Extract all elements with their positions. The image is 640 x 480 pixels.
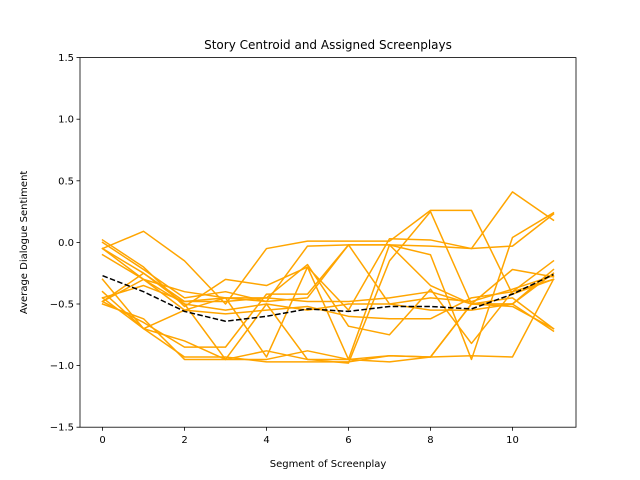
screenplay-line-14	[101, 247, 555, 311]
x-axis: 0 2 4 6 8 10	[99, 427, 519, 446]
y-tick-label: 1.0	[58, 115, 74, 126]
screenplay-line-6	[101, 259, 555, 345]
x-tick-label: 8	[427, 435, 433, 446]
y-tick-label: 0.0	[58, 238, 74, 249]
x-tick-label: 4	[263, 435, 269, 446]
screenplay-line-10	[101, 244, 555, 348]
y-tick-label: −1.5	[50, 423, 74, 434]
y-tick-label: 1.5	[58, 53, 74, 64]
y-tick-label: 0.5	[58, 176, 74, 187]
x-tick-label: 0	[99, 435, 105, 446]
chart-title: Story Centroid and Assigned Screenplays	[204, 38, 452, 52]
y-tick-label: −0.5	[50, 300, 74, 311]
y-tick-label: −1.0	[50, 361, 74, 372]
centroid-line	[102, 273, 554, 322]
screenplay-line-11	[101, 241, 555, 305]
screenplay-line-13	[101, 284, 555, 330]
x-tick-label: 10	[506, 435, 519, 446]
x-tick-label: 2	[181, 435, 187, 446]
screenplay-line-8	[101, 278, 555, 363]
x-tick-label: 6	[345, 435, 351, 446]
y-axis-label: Average Dialogue Sentiment	[19, 171, 30, 315]
screenplay-line-3	[101, 213, 555, 303]
series-layer	[101, 191, 555, 364]
screenplay-line-9	[101, 191, 555, 358]
y-axis: −1.5 −1.0 −0.5 0.0 0.5 1.0 1.5	[50, 53, 80, 434]
screenplay-line-12	[101, 278, 555, 320]
centroid-layer	[102, 273, 554, 322]
x-axis-label: Segment of Screenplay	[270, 459, 387, 470]
screenplay-line-2	[101, 209, 555, 305]
